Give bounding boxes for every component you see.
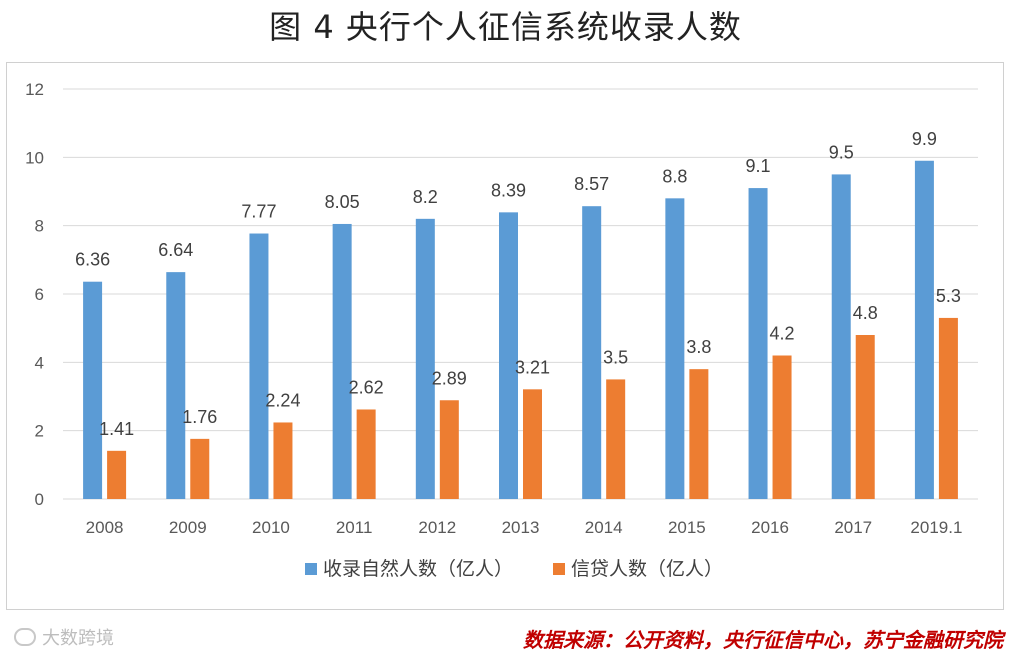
chart-title: 图 4 央行个人征信系统收录人数 [269, 8, 742, 46]
data-label-series1: 6.36 [75, 250, 110, 270]
data-label-series1: 8.39 [491, 180, 526, 200]
data-label-series2: 2.24 [265, 390, 300, 410]
bar-series1 [914, 160, 934, 499]
data-label-series1: 9.9 [912, 129, 937, 149]
bar-series2 [938, 317, 958, 499]
y-tick-label: 0 [35, 490, 44, 509]
bar-series1 [582, 206, 602, 500]
x-tick-label: 2011 [336, 518, 373, 537]
bar-chart: 0 2 4 6 8 10 12 6.36 1.41 2008 6.64 1.76 2009 7.77 2.2… [25, 80, 978, 580]
data-label-series1: 9.1 [746, 156, 771, 176]
bar-series1 [665, 198, 685, 500]
y-tick-label: 4 [35, 353, 44, 372]
y-tick-label: 8 [35, 217, 44, 236]
bar-series2 [273, 422, 293, 499]
legend-swatch-series2 [553, 563, 565, 575]
bar-series1 [83, 281, 103, 499]
bar-series2 [439, 400, 459, 499]
watermark: 大数跨境 [14, 624, 114, 650]
data-label-series2: 1.41 [99, 419, 134, 439]
y-tick-label: 2 [35, 422, 44, 441]
bar-series2 [107, 450, 127, 499]
legend-label-series2: 信贷人数（亿人） [571, 558, 723, 580]
data-label-series1: 8.2 [413, 187, 438, 207]
bar-series2 [523, 389, 542, 499]
data-label-series2: 5.3 [936, 286, 961, 306]
data-label-series2: 1.76 [182, 407, 217, 427]
y-tick-label: 12 [25, 80, 44, 99]
bar-series1 [166, 272, 186, 499]
data-label-series2: 3.5 [603, 347, 628, 367]
y-tick-label: 10 [25, 148, 44, 167]
bar-series2 [772, 355, 792, 499]
data-label-series1: 8.05 [325, 192, 360, 212]
watermark-text: 大数跨境 [42, 628, 114, 649]
bar-series2 [689, 369, 709, 499]
data-label-series1: 7.77 [241, 202, 276, 222]
x-tick-label: 2019.1 [910, 518, 962, 537]
data-label-series2: 3.21 [515, 357, 550, 377]
data-label-series2: 4.2 [770, 324, 795, 344]
bar-series1 [332, 223, 352, 500]
bar-series1 [415, 218, 435, 500]
x-tick-label: 2010 [252, 518, 290, 537]
x-tick-label: 2008 [86, 518, 124, 537]
bar-series1 [499, 212, 518, 499]
y-tick-label: 6 [35, 285, 44, 304]
x-tick-label: 2017 [834, 518, 872, 537]
data-label-series2: 2.62 [349, 377, 384, 397]
data-label-series1: 9.5 [829, 142, 854, 162]
bar-series1 [831, 174, 851, 499]
bar-series2 [606, 379, 626, 499]
source-note: 数据来源：公开资料，央行征信中心，苏宁金融研究院 [523, 628, 1003, 652]
data-label-series1: 8.8 [662, 166, 687, 186]
bar-series1 [249, 233, 269, 499]
bar-series2 [855, 335, 875, 499]
x-tick-label: 2013 [502, 518, 540, 537]
data-label-series2: 2.89 [432, 368, 467, 388]
data-label-series2: 3.8 [686, 337, 711, 357]
legend-label-series1: 收录自然人数（亿人） [323, 558, 513, 580]
data-label-series2: 4.8 [853, 303, 878, 323]
x-tick-label: 2014 [585, 518, 623, 537]
legend-swatch-series1 [305, 563, 317, 575]
x-tick-label: 2012 [418, 518, 456, 537]
bar-series1 [748, 188, 768, 500]
watermark-logo-icon [14, 628, 36, 646]
x-tick-label: 2016 [751, 518, 789, 537]
bar-series2 [356, 409, 376, 499]
data-label-series1: 8.57 [574, 174, 609, 194]
x-tick-label: 2015 [668, 518, 706, 537]
data-label-series1: 6.64 [158, 240, 193, 260]
bar-series2 [190, 438, 210, 499]
x-tick-label: 2009 [169, 518, 207, 537]
